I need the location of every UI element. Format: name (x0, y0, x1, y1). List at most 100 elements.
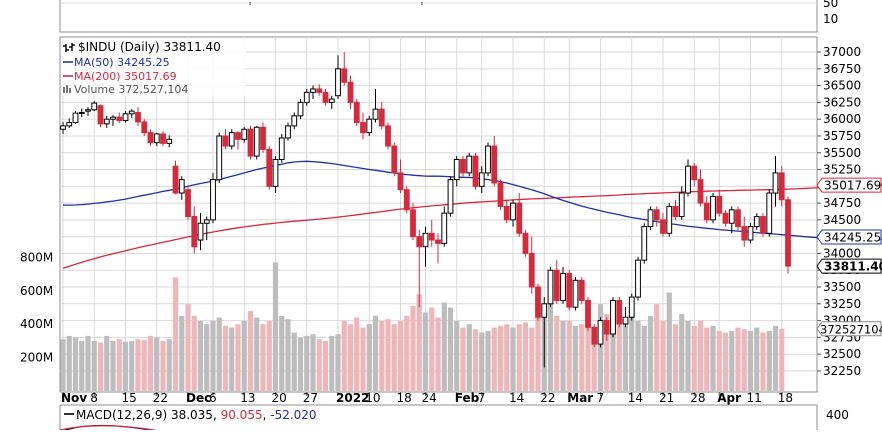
candle (647, 206, 654, 230)
volume-bar (472, 329, 479, 391)
candle-body (222, 135, 229, 147)
candle (697, 169, 704, 207)
candle (628, 293, 635, 321)
candle (578, 276, 585, 304)
candle-body (647, 209, 654, 228)
candle (253, 125, 260, 160)
candle-body (660, 219, 666, 234)
candle-body (203, 219, 210, 224)
candle (728, 206, 735, 234)
volume-bar (197, 320, 204, 391)
volume-bar (704, 327, 710, 391)
candle-body (122, 113, 129, 122)
volume-bar (185, 304, 191, 391)
candle (128, 109, 135, 118)
volume-bar (335, 334, 341, 391)
volume-bar (404, 315, 410, 391)
volume-bar (422, 312, 429, 391)
candle (453, 156, 460, 187)
candle (785, 196, 791, 274)
price-axis-label: 36750 (823, 62, 861, 76)
candle-body (66, 122, 73, 127)
macd-signal-value: 90.055 (221, 408, 263, 422)
volume-bar (391, 324, 397, 391)
candle-body (672, 205, 679, 218)
candle-body (266, 148, 273, 187)
candle (535, 283, 541, 321)
volume-bar (304, 335, 310, 391)
candle (160, 131, 166, 147)
candle-body (197, 222, 204, 241)
candle (416, 229, 423, 308)
volume-bar (516, 324, 522, 391)
volume-bar (710, 325, 716, 391)
volume-bar (122, 341, 129, 391)
candle-body (297, 101, 304, 117)
volume-bar (610, 317, 616, 391)
candle-body (235, 132, 241, 140)
volume-bar (135, 339, 141, 391)
volume-bar (379, 320, 385, 391)
date-axis-label: 18 (778, 391, 793, 405)
candle (672, 199, 679, 220)
volume-bar (729, 330, 735, 391)
candle (378, 102, 385, 130)
date-axis-label: 27 (303, 391, 318, 405)
candle (153, 132, 160, 147)
volume-bar (397, 320, 404, 391)
candle (272, 156, 279, 194)
candle-body (353, 101, 360, 124)
price-axis-label: 33500 (823, 280, 861, 294)
date-axis-label: 24 (422, 391, 437, 405)
candle-body (141, 121, 148, 134)
candle (603, 317, 610, 341)
volume-axis-label: 800M (20, 250, 53, 264)
symbol-label: $INDU (Daily) 33811.40 (78, 40, 221, 54)
price-candles (60, 52, 791, 368)
volume-bar (547, 294, 554, 391)
candle (653, 206, 660, 227)
volume-axis-label: 200M (20, 351, 53, 365)
volume-bar (160, 340, 166, 391)
volume-bar (79, 340, 85, 391)
price-panel (59, 36, 818, 393)
candle-body (485, 145, 491, 174)
macd-signal-line (59, 425, 161, 432)
candle-body (541, 303, 548, 318)
candle (410, 203, 416, 241)
candle-body (285, 125, 291, 139)
volume-bar (329, 335, 335, 391)
volume-bar (685, 320, 691, 391)
candle (103, 115, 110, 128)
candle-body (547, 269, 554, 305)
candle (72, 111, 79, 124)
volume-bar (629, 310, 635, 391)
candle (541, 297, 548, 368)
volume-bar (535, 312, 541, 391)
volume-bar (241, 320, 247, 391)
candle-body (572, 279, 579, 308)
candle (591, 323, 598, 348)
candle (116, 112, 123, 124)
candle (735, 206, 741, 230)
volume-bar (104, 335, 110, 391)
candle (660, 213, 666, 237)
candle (547, 266, 554, 308)
candle (641, 223, 648, 264)
volume-bar (322, 340, 329, 391)
price-tag-label: 34245.25 (824, 230, 881, 244)
candle (610, 297, 616, 338)
candle (616, 297, 623, 328)
volume-bar (679, 314, 685, 391)
date-axis-label: 14 (509, 391, 524, 405)
candle (216, 132, 223, 183)
macd-sep-2: , (263, 408, 271, 422)
candle (460, 156, 466, 177)
candle (366, 115, 373, 136)
candle (341, 52, 348, 86)
price-axis-label: 35250 (823, 163, 861, 177)
volume-bar (479, 332, 485, 391)
candle-body (553, 269, 560, 301)
candle-body (272, 158, 279, 187)
volume-bar (66, 335, 72, 391)
